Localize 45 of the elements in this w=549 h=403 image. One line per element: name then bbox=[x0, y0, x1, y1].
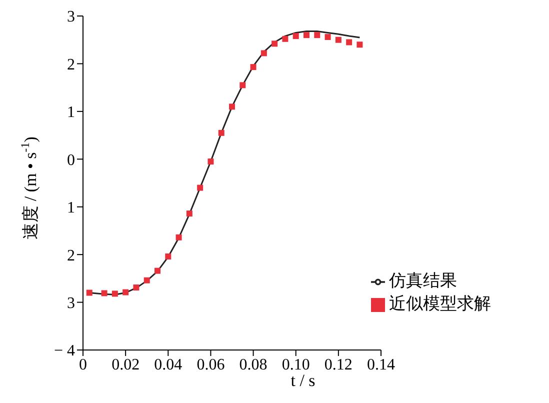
y-tick-label: 3 bbox=[67, 8, 75, 26]
y-tick-label: 2 bbox=[67, 56, 75, 74]
point bbox=[186, 210, 192, 217]
point bbox=[133, 284, 140, 290]
point bbox=[144, 277, 150, 284]
x-tick-label: 0.08 bbox=[239, 356, 268, 374]
point bbox=[335, 36, 342, 43]
point bbox=[197, 184, 204, 191]
point bbox=[282, 36, 288, 42]
point bbox=[208, 158, 214, 165]
y-tick-label: 3 bbox=[67, 294, 75, 312]
legend-label: 近似模型求解 bbox=[389, 294, 491, 313]
point bbox=[250, 64, 256, 70]
y-tick-label: 1 bbox=[67, 200, 75, 217]
point bbox=[218, 130, 224, 136]
x-tick-label: 0.06 bbox=[196, 356, 225, 374]
y-tick-label: 1 bbox=[67, 104, 75, 122]
point bbox=[292, 33, 299, 40]
point bbox=[314, 32, 320, 38]
point bbox=[86, 290, 92, 296]
point bbox=[240, 82, 246, 88]
x-tick-label: 0 bbox=[79, 356, 87, 374]
x-tick-label: 0.12 bbox=[324, 356, 352, 374]
x-tick-label: 0.02 bbox=[112, 356, 140, 374]
point bbox=[304, 32, 310, 38]
y-tick-label: 2 bbox=[67, 247, 75, 264]
point bbox=[229, 104, 235, 110]
point bbox=[154, 268, 160, 274]
legend-label: 仿真结果 bbox=[389, 271, 457, 290]
point bbox=[112, 290, 118, 297]
point bbox=[165, 253, 172, 260]
x-axis-title: t / s bbox=[290, 371, 316, 390]
y-tick-label: − 4 bbox=[54, 342, 75, 360]
point bbox=[356, 42, 363, 48]
x-tick-label: 0.04 bbox=[154, 356, 182, 374]
x-tick-label: 0.10 bbox=[282, 356, 310, 374]
point bbox=[272, 40, 278, 47]
point bbox=[101, 290, 108, 296]
point bbox=[176, 234, 182, 240]
point bbox=[324, 34, 331, 40]
point bbox=[346, 39, 352, 46]
point bbox=[122, 289, 129, 296]
x-tick-label: 0.14 bbox=[367, 356, 395, 374]
point bbox=[260, 50, 267, 56]
y-tick-label: 0 bbox=[67, 152, 75, 169]
